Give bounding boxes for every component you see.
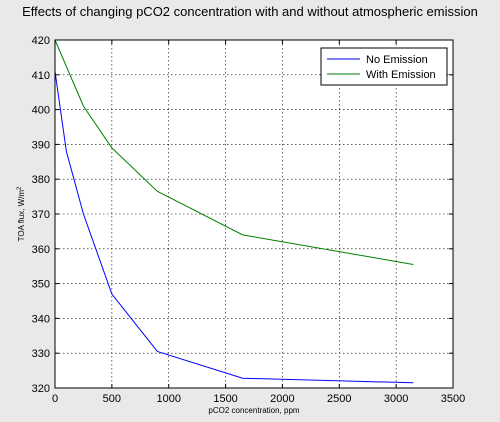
- y-tick-label: 380: [32, 174, 50, 186]
- legend: No Emission With Emission: [320, 47, 448, 86]
- x-tick-label: 500: [103, 393, 121, 405]
- ticks: 0 500 1000 1500 2000 2500 3000 3500 320 330 340 350…: [32, 35, 466, 405]
- y-tick-label: 330: [32, 348, 50, 360]
- y-tick-label: 400: [32, 105, 50, 117]
- y-axis-label-main: TOA flux, W/m: [17, 190, 26, 242]
- y-tick-label: 340: [32, 313, 50, 325]
- x-tick-label: 2000: [270, 393, 294, 405]
- x-tick-label: 2500: [327, 393, 351, 405]
- legend-box: [320, 47, 448, 86]
- legend-label-no-emission: No Emission: [366, 54, 428, 66]
- y-axis-label: TOA flux, W/m2: [17, 186, 26, 241]
- y-axis-label-superscript: 2: [17, 186, 23, 190]
- series-layer: [54, 39, 414, 384]
- legend-label-with-emission: With Emission: [366, 69, 436, 81]
- y-tick-label: 360: [32, 244, 50, 256]
- series-line-no-emission: [54, 71, 414, 384]
- axes-background: [55, 40, 453, 388]
- x-tick-label: 1500: [213, 393, 237, 405]
- y-tick-label: 410: [32, 70, 50, 82]
- y-tick-label: 320: [32, 383, 50, 395]
- x-tick-label: 3500: [441, 393, 465, 405]
- y-tick-label: 350: [32, 279, 50, 291]
- y-tick-label: 370: [32, 209, 50, 221]
- x-tick-label: 3000: [384, 393, 408, 405]
- chart-title: Effects of changing pCO2 concentration w…: [22, 4, 478, 19]
- x-tick-label: 1000: [156, 393, 180, 405]
- x-axis-label: pCO2 concentration, ppm: [208, 406, 299, 415]
- y-tick-label: 390: [32, 139, 50, 151]
- x-tick-label: 0: [52, 393, 58, 405]
- series-line-with-emission: [54, 39, 414, 265]
- y-tick-label: 420: [32, 35, 50, 47]
